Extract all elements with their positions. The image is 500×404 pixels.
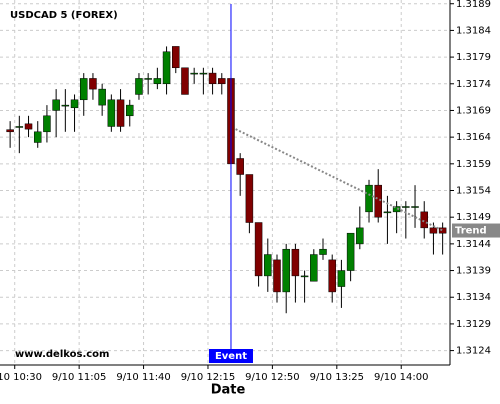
candle-body bbox=[144, 78, 152, 80]
candle-body bbox=[135, 78, 143, 95]
candle-body bbox=[291, 248, 300, 277]
candle-body bbox=[429, 227, 438, 234]
candle-body bbox=[402, 206, 410, 208]
y-tick-label: 1.3189 bbox=[456, 0, 491, 10]
candle-body bbox=[172, 46, 180, 69]
trend-label: Trend bbox=[455, 226, 487, 237]
trend-line bbox=[235, 128, 444, 232]
candle-body bbox=[6, 129, 14, 133]
x-tick-label: 9/10 13:25 bbox=[310, 372, 364, 383]
x-tick-label: 9/10 11:40 bbox=[116, 372, 170, 383]
candle-body bbox=[245, 174, 254, 223]
candle-body bbox=[236, 158, 244, 175]
candle-body bbox=[24, 123, 33, 130]
candle-body bbox=[310, 254, 318, 282]
candle-body bbox=[70, 99, 79, 109]
y-tick-label: 1.3174 bbox=[456, 79, 491, 90]
y-tick-label: 1.3179 bbox=[456, 52, 491, 63]
watermark: www.delkos.com bbox=[15, 349, 109, 360]
y-tick-label: 1.3129 bbox=[456, 319, 491, 330]
event-label-box bbox=[208, 349, 253, 363]
y-tick-label: 1.3154 bbox=[456, 186, 491, 197]
event-label: Event bbox=[215, 351, 247, 362]
candle-body bbox=[52, 99, 60, 111]
candle-body bbox=[356, 227, 364, 245]
y-tick-label: 1.3169 bbox=[456, 105, 491, 116]
candle-body bbox=[273, 259, 281, 293]
candle-body bbox=[15, 126, 24, 128]
candle-body bbox=[254, 222, 263, 277]
y-tick-label: 1.3134 bbox=[456, 292, 491, 303]
candle-body bbox=[199, 72, 208, 75]
y-tick-label: 1.3184 bbox=[456, 25, 491, 36]
x-axis-label: Date bbox=[211, 383, 246, 398]
x-tick-label: 9/10 12:50 bbox=[245, 372, 299, 383]
chart-title: USDCAD 5 (FOREX) bbox=[10, 10, 118, 21]
candle-body bbox=[107, 99, 116, 127]
candle-body bbox=[438, 227, 447, 234]
candle-body bbox=[43, 115, 51, 133]
candle-body bbox=[300, 275, 309, 278]
y-tick-label: 1.3139 bbox=[456, 266, 491, 277]
candle-body bbox=[190, 72, 198, 75]
candle-body bbox=[282, 248, 290, 293]
candle-body bbox=[319, 248, 327, 255]
candle-body bbox=[33, 131, 42, 143]
x-tick-label: 9/10 12:15 bbox=[181, 372, 235, 383]
candle-body bbox=[337, 270, 346, 287]
candle-body bbox=[392, 206, 401, 213]
candle-body bbox=[328, 259, 336, 293]
candle-body bbox=[126, 104, 134, 117]
candle-body bbox=[383, 211, 392, 214]
candle-body bbox=[208, 72, 217, 85]
candle-body bbox=[181, 67, 189, 95]
candle-body bbox=[218, 78, 226, 85]
candle-body bbox=[346, 232, 355, 271]
y-tick-label: 1.3144 bbox=[456, 239, 491, 250]
candle-body bbox=[365, 184, 373, 213]
candle-body bbox=[89, 78, 97, 90]
candle-body bbox=[420, 211, 428, 229]
y-tick-label: 1.3124 bbox=[456, 346, 491, 357]
candle-body bbox=[98, 88, 106, 106]
y-tick-label: 1.3159 bbox=[456, 159, 491, 170]
trend-label-box bbox=[452, 223, 500, 238]
candle-body bbox=[79, 78, 88, 101]
candle-body bbox=[61, 104, 70, 107]
candle-body bbox=[162, 51, 171, 85]
candle-body bbox=[374, 184, 382, 218]
x-tick-label: 9/10 10:30 bbox=[0, 372, 42, 383]
y-tick-label: 1.3164 bbox=[456, 132, 491, 143]
candle-body bbox=[153, 78, 162, 85]
candle-body bbox=[116, 99, 125, 127]
candle-body bbox=[411, 206, 419, 208]
candle-body bbox=[264, 254, 272, 277]
plot bbox=[0, 0, 450, 365]
x-tick-label: 9/10 14:00 bbox=[374, 372, 428, 383]
x-tick-label: 9/10 11:05 bbox=[52, 372, 106, 383]
y-tick-label: 1.3149 bbox=[456, 212, 491, 223]
